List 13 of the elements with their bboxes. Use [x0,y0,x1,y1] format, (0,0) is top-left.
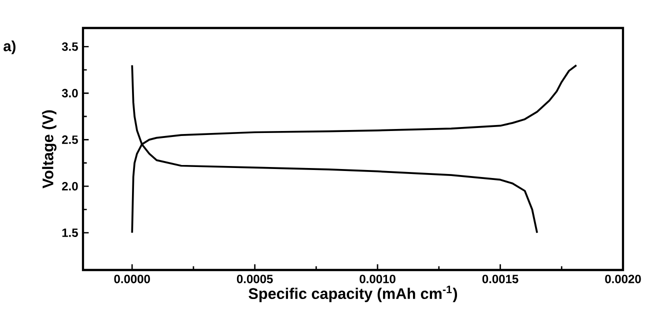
x-tick-label: 0.0010 [360,274,396,284]
y-axis-title: Voltage (V) [42,110,56,188]
y-tick-label: 3.5 [62,42,78,51]
x-tick-label: 0.0020 [605,274,641,284]
y-tick-label: 2.0 [62,182,78,190]
text: a) [4,40,16,54]
y-tick-label: 3.0 [62,88,78,98]
x-tick-label: 0.0000 [114,274,150,284]
x-axis-title: Specific capacity (mAh cm$^{-1}$) [248,286,458,302]
y-tick-label: 2.5 [62,135,78,144]
x-tick-label: 0.0015 [482,274,518,284]
y-tick-label: 1.5 [62,228,78,237]
x-tick-label: 0.0005 [236,274,273,284]
